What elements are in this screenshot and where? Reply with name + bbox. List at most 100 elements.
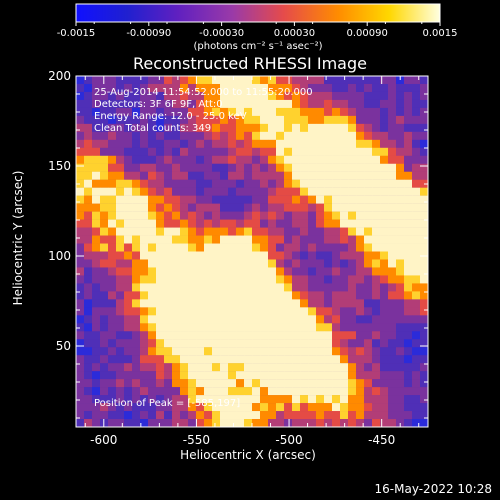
heatmap-cell <box>140 267 149 276</box>
heatmap-cell <box>340 91 349 101</box>
heatmap-cell <box>356 275 365 284</box>
heatmap-cell <box>212 187 221 196</box>
heatmap-cell <box>348 131 357 141</box>
heatmap-cell <box>172 163 181 172</box>
heatmap-cell <box>244 195 253 204</box>
heatmap-cell <box>220 395 229 404</box>
heatmap-cell <box>332 323 341 332</box>
heatmap-cell <box>140 171 149 180</box>
heatmap-cell <box>308 107 317 117</box>
heatmap-cell <box>356 355 365 364</box>
heatmap-cell <box>316 83 325 93</box>
heatmap-cell <box>412 203 421 212</box>
heatmap-cell <box>108 395 117 404</box>
heatmap-cell <box>188 139 197 148</box>
heatmap-cell <box>156 411 165 420</box>
heatmap-cell <box>132 347 141 356</box>
heatmap-cell <box>332 291 341 300</box>
heatmap-cell <box>76 347 85 356</box>
heatmap-cell <box>284 419 293 428</box>
heatmap-cell <box>156 379 165 388</box>
heatmap-cell <box>188 155 197 164</box>
heatmap-cell <box>196 76 205 85</box>
heatmap-cell <box>220 339 229 348</box>
heatmap-cell <box>380 99 389 109</box>
heatmap-cell <box>156 275 165 284</box>
heatmap-cell <box>220 251 229 260</box>
heatmap-cell <box>76 187 85 196</box>
heatmap-cell <box>316 227 325 236</box>
heatmap-cell <box>348 203 357 212</box>
heatmap-cell <box>252 267 261 276</box>
heatmap-cell <box>396 275 405 284</box>
heatmap-cell <box>76 395 85 404</box>
heatmap-cell <box>220 203 229 212</box>
heatmap-cell <box>260 123 269 133</box>
heatmap-cell <box>356 283 365 292</box>
heatmap-cell <box>308 387 317 396</box>
heatmap-cell <box>188 411 197 420</box>
heatmap-cell <box>84 195 93 204</box>
heatmap-cell <box>268 251 277 260</box>
heatmap-cell <box>188 371 197 380</box>
heatmap-cell <box>388 211 397 220</box>
heatmap-cell <box>220 147 229 156</box>
heatmap-cell <box>316 371 325 380</box>
heatmap-cell <box>396 267 405 276</box>
heatmap-cell <box>276 163 285 172</box>
heatmap-cell <box>164 107 173 117</box>
heatmap-cell <box>348 187 357 196</box>
colorbar-tick-label: -0.0015 <box>57 28 96 39</box>
heatmap-cell <box>364 131 373 141</box>
heatmap-cell <box>388 371 397 380</box>
heatmap-cell <box>300 99 309 109</box>
heatmap-cell <box>244 411 253 420</box>
heatmap-cell <box>236 187 245 196</box>
heatmap-cell <box>244 323 253 332</box>
heatmap-cell <box>196 99 205 109</box>
heatmap-cell <box>100 107 109 117</box>
heatmap-cell <box>212 195 221 204</box>
heatmap-cell <box>228 203 237 212</box>
heatmap-cell <box>292 76 301 85</box>
heatmap-cell <box>148 227 157 236</box>
heatmap-cell <box>372 387 381 396</box>
heatmap-cell <box>284 147 293 156</box>
heatmap-cell <box>268 267 277 276</box>
heatmap-cell <box>308 395 317 404</box>
heatmap-cell <box>236 411 245 420</box>
heatmap-cell <box>148 363 157 372</box>
heatmap-cell <box>324 155 333 164</box>
heatmap-cell <box>276 203 285 212</box>
heatmap-cell <box>300 195 309 204</box>
heatmap-cell <box>212 91 221 101</box>
heatmap-cell <box>188 171 197 180</box>
heatmap-cell <box>252 147 261 156</box>
heatmap-cell <box>196 251 205 260</box>
heatmap-cell <box>260 83 269 93</box>
heatmap-cell <box>140 387 149 396</box>
heatmap-cell <box>188 403 197 412</box>
heatmap-cell <box>212 419 221 428</box>
heatmap-cell <box>308 179 317 188</box>
heatmap-cell <box>116 155 125 164</box>
heatmap-cell <box>180 267 189 276</box>
heatmap-cell <box>140 235 149 244</box>
heatmap-cell <box>292 115 301 125</box>
heatmap-cell <box>212 147 221 156</box>
heatmap-cell <box>412 235 421 244</box>
heatmap-cell <box>172 195 181 204</box>
heatmap-cell <box>132 267 141 276</box>
heatmap-cell <box>372 131 381 141</box>
heatmap-cell <box>180 275 189 284</box>
heatmap-cell <box>404 123 413 133</box>
heatmap-cell <box>364 315 373 324</box>
heatmap-cell <box>132 203 141 212</box>
heatmap-cell <box>412 211 421 220</box>
heatmap-cell <box>420 259 429 268</box>
heatmap-cell <box>204 419 213 428</box>
heatmap-cell <box>116 299 125 308</box>
annotation-energy-range: Energy Range: 12.0 - 25.0 keV <box>94 111 247 122</box>
heatmap-cell <box>332 307 341 316</box>
heatmap-cell <box>180 76 189 85</box>
